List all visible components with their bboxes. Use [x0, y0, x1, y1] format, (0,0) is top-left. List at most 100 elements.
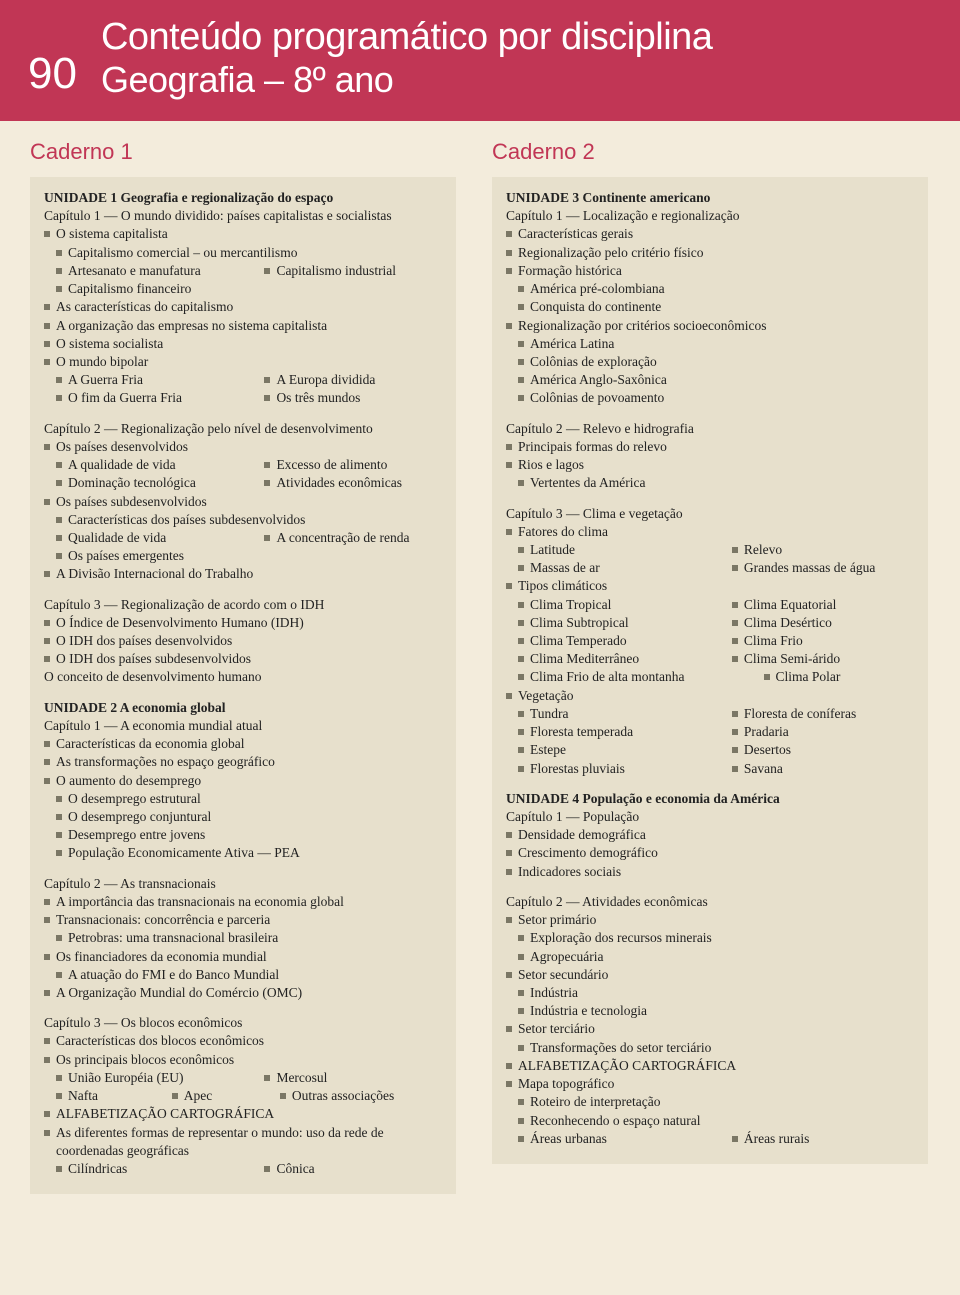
- chapter-heading: Capítulo 2 — Regionalização pelo nível d…: [44, 420, 442, 438]
- unit-heading: UNIDADE 3 Continente americano: [506, 189, 914, 207]
- list-item: Clima SubtropicalClima Desértico: [518, 614, 914, 632]
- list-item: Conquista do continente: [518, 298, 914, 316]
- list-item: Tipos climáticos: [506, 577, 914, 595]
- chapter-heading: Capítulo 1 — A economia mundial atual: [44, 717, 442, 735]
- chapter-heading: Capítulo 2 — As transnacionais: [44, 875, 442, 893]
- list-item-text: União Européia (EU): [68, 1070, 183, 1085]
- list-item: O mundo bipolar: [44, 353, 442, 371]
- list-item: Roteiro de interpretação: [518, 1093, 914, 1111]
- list-item-text: Clima Equatorial: [732, 596, 914, 614]
- list-item-text: Grandes massas de água: [732, 559, 914, 577]
- list-item: O desemprego estrutural: [56, 790, 442, 808]
- list-item-text: Capitalismo industrial: [264, 262, 442, 280]
- list-item-text: Clima Mediterrâneo: [530, 651, 639, 666]
- list-item: Mapa topográfico: [506, 1075, 914, 1093]
- list-item: O desemprego conjuntural: [56, 808, 442, 826]
- list-item: CilíndricasCônica: [56, 1160, 442, 1178]
- list-item-text: Clima Temperado: [530, 633, 627, 648]
- list-item: América Latina: [518, 335, 914, 353]
- list-item-text: Massas de ar: [530, 560, 600, 575]
- list-item: Capitalismo comercial – ou mercantilismo: [56, 244, 442, 262]
- list-item-text: Nafta: [56, 1087, 172, 1105]
- list-item: A Divisão Internacional do Trabalho: [44, 565, 442, 583]
- list-item: Colônias de povoamento: [518, 389, 914, 407]
- chapter-heading: Capítulo 2 — Atividades econômicas: [506, 893, 914, 911]
- u1c3-block: Capítulo 3 — Regionalização de acordo co…: [44, 596, 442, 687]
- chapter-heading: Capítulo 3 — Os blocos econômicos: [44, 1014, 442, 1032]
- page-header: 90 Conteúdo programático por disciplina …: [0, 0, 960, 121]
- list-item: A organização das empresas no sistema ca…: [44, 317, 442, 335]
- list-item: Artesanato e manufatura Capitalismo indus…: [56, 262, 442, 280]
- list-item-text: Atividades econômicas: [264, 474, 442, 492]
- list-item-text: O fim da Guerra Fria: [68, 390, 182, 405]
- list-item: Áreas urbanasÁreas rurais: [518, 1130, 914, 1148]
- list-item: O sistema socialista: [44, 335, 442, 353]
- u4c2-block: Capítulo 2 — Atividades econômicas Setor…: [506, 893, 914, 1148]
- list-item: Rios e lagos: [506, 456, 914, 474]
- u1c1-block: UNIDADE 1 Geografia e regionalização do …: [44, 189, 442, 408]
- list-item: Indústria e tecnologia: [518, 1002, 914, 1020]
- list-item: Fatores do clima: [506, 523, 914, 541]
- list-item: Crescimento demográfico: [506, 844, 914, 862]
- chapter-heading: Capítulo 1 — População: [506, 808, 914, 826]
- list-item-text: Estepe: [530, 742, 566, 757]
- u2c3-block: Capítulo 3 — Os blocos econômicos Caract…: [44, 1014, 442, 1178]
- list-item: Vegetação: [506, 687, 914, 705]
- chapter-heading: Capítulo 3 — Clima e vegetação: [506, 505, 914, 523]
- list-item-text: A concentração de renda: [264, 529, 442, 547]
- list-item: Exploração dos recursos minerais: [518, 929, 914, 947]
- unit-heading: UNIDADE 2 A economia global: [44, 699, 442, 717]
- list-item: O IDH dos países desenvolvidos: [44, 632, 442, 650]
- list-item-text: Áreas urbanas: [530, 1131, 607, 1146]
- list-item-text: Tundra: [530, 706, 569, 721]
- list-item-text: Os três mundos: [264, 389, 442, 407]
- list-item: Os países emergentes: [56, 547, 442, 565]
- chapter-heading: Capítulo 2 — Relevo e hidrografia: [506, 420, 914, 438]
- list-item: Vertentes da América: [518, 474, 914, 492]
- list-item-text: Savana: [732, 760, 914, 778]
- list-item-text: Clima Subtropical: [530, 615, 629, 630]
- list-item-text: Desertos: [732, 741, 914, 759]
- list-item: Setor primário: [506, 911, 914, 929]
- u1c2-block: Capítulo 2 — Regionalização pelo nível d…: [44, 420, 442, 584]
- list-item: América Anglo-Saxônica: [518, 371, 914, 389]
- list-item-text: Cônica: [264, 1160, 442, 1178]
- list-item: Massas de ar Grandes massas de água: [518, 559, 914, 577]
- list-item-text: Pradaria: [732, 723, 914, 741]
- list-item: Capitalismo financeiro: [56, 280, 442, 298]
- list-item-text: Excesso de alimento: [264, 456, 442, 474]
- list-item: Características dos países subdesenvolvi…: [56, 511, 442, 529]
- caderno1-content: UNIDADE 1 Geografia e regionalização do …: [30, 177, 456, 1194]
- list-item-text: Artesanato e manufatura: [68, 263, 201, 278]
- chapter-heading: Capítulo 1 — O mundo dividido: países ca…: [44, 207, 442, 225]
- list-item-text: Dominação tecnológica: [68, 475, 196, 490]
- list-item: Qualidade de vidaA concentração de renda: [56, 529, 442, 547]
- list-item: Características gerais: [506, 225, 914, 243]
- list-item: Petrobras: uma transnacional brasileira: [56, 929, 442, 947]
- list-item-text: Clima Frio: [732, 632, 914, 650]
- list-item: Características dos blocos econômicos: [44, 1032, 442, 1050]
- list-item: Florestas pluviaisSavana: [518, 760, 914, 778]
- list-item: Os países subdesenvolvidos: [44, 493, 442, 511]
- page-number: 90: [28, 16, 77, 96]
- list-item: As características do capitalismo: [44, 298, 442, 316]
- list-item: Os financiadores da economia mundial: [44, 948, 442, 966]
- list-item: A Guerra FriaA Europa dividida: [56, 371, 442, 389]
- sub-title: Geografia – 8º ano: [101, 59, 712, 101]
- list-item-text: A Europa dividida: [264, 371, 442, 389]
- list-item: Estepe Desertos: [518, 741, 914, 759]
- list-item: A importância das transnacionais na econ…: [44, 893, 442, 911]
- list-item-text: Floresta temperada: [530, 724, 633, 739]
- list-item-text: A qualidade de vida: [68, 457, 176, 472]
- list-item: Tundra Floresta de coníferas: [518, 705, 914, 723]
- list-item: União Européia (EU)Mercosul: [56, 1069, 442, 1087]
- unit-heading: UNIDADE 1 Geografia e regionalização do …: [44, 189, 442, 207]
- list-item: América pré-colombiana: [518, 280, 914, 298]
- list-item: Transformações do setor terciário: [518, 1039, 914, 1057]
- list-item-text: Clima Polar: [764, 668, 914, 686]
- list-item: O aumento do desemprego: [44, 772, 442, 790]
- list-item-text: Floresta de coníferas: [732, 705, 914, 723]
- list-item: Clima TropicalClima Equatorial: [518, 596, 914, 614]
- main-title: Conteúdo programático por disciplina: [101, 16, 712, 59]
- chapter-heading: Capítulo 3 — Regionalização de acordo co…: [44, 596, 442, 614]
